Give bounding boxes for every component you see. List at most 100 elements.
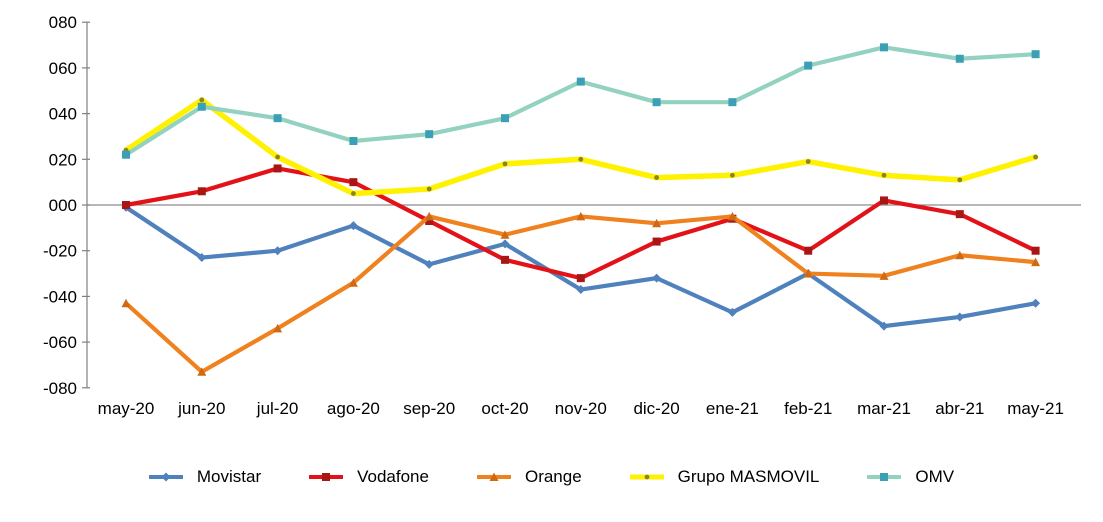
- data-point-marker: [122, 150, 130, 159]
- x-tick-label: feb-21: [784, 399, 832, 418]
- data-point-marker: [805, 159, 811, 164]
- data-point-marker: [576, 285, 586, 295]
- data-point-marker: [501, 114, 509, 123]
- data-point-marker: [955, 54, 964, 63]
- data-point-marker: [576, 274, 585, 283]
- legend-item-vodafone: Vodafone: [309, 468, 429, 485]
- data-point-marker: [654, 175, 659, 180]
- y-tick-label: -020: [43, 242, 77, 261]
- data-point-marker: [880, 196, 888, 205]
- legend-item-movistar: Movistar: [148, 467, 262, 486]
- legend-swatch-grupo-masmovil: [629, 474, 664, 479]
- data-point-marker: [273, 164, 282, 173]
- data-point-marker: [322, 472, 331, 481]
- data-point-marker: [652, 218, 662, 228]
- data-point-marker: [501, 255, 509, 264]
- x-tick-label: dic-20: [633, 399, 679, 418]
- data-point-marker: [500, 230, 510, 239]
- data-point-marker: [880, 472, 889, 481]
- x-tick-label: oct-20: [481, 399, 528, 418]
- data-point-marker: [1031, 50, 1040, 59]
- data-point-marker: [1033, 154, 1038, 160]
- data-point-marker: [1031, 246, 1040, 255]
- data-point-marker: [500, 239, 510, 249]
- y-tick-label: -060: [43, 333, 77, 352]
- legend-item-grupo-masmovil: Grupo MASMOVIL: [629, 467, 820, 486]
- data-point-marker: [955, 250, 965, 260]
- data-point-marker: [955, 210, 964, 219]
- y-tick-label: -080: [43, 379, 77, 398]
- data-point-marker: [197, 367, 207, 376]
- data-point-marker: [730, 172, 735, 178]
- series-line: [123, 166, 1038, 281]
- data-point-marker: [275, 154, 280, 160]
- data-point-marker: [804, 246, 813, 255]
- data-point-marker: [1031, 298, 1041, 308]
- x-tick-label: jul-20: [256, 399, 299, 418]
- x-tick-label: nov-20: [555, 399, 607, 418]
- x-tick-label: may-20: [98, 399, 155, 418]
- data-point-marker: [273, 323, 283, 333]
- series-omv: [122, 43, 1040, 159]
- data-point-marker: [424, 259, 434, 269]
- data-point-marker: [199, 97, 205, 103]
- y-tick-label: 060: [49, 59, 77, 78]
- data-point-marker: [197, 253, 207, 263]
- data-point-marker: [425, 216, 434, 225]
- data-point-marker: [273, 114, 282, 123]
- x-tick-label: sep-20: [403, 399, 455, 418]
- y-tick-label: 040: [49, 105, 77, 124]
- data-point-marker: [957, 177, 963, 183]
- data-point-marker: [652, 237, 661, 246]
- legend-swatch-orange: [476, 472, 511, 481]
- data-point-marker: [576, 211, 586, 221]
- series-vodafone: [122, 164, 1040, 283]
- data-point-marker: [652, 98, 661, 107]
- legend-label: Movistar: [196, 467, 262, 486]
- chart-legend: Movistar Vodafone Orange Grupo MASMOVIL OMV: [0, 468, 1103, 485]
- series-grupo-masmovil: [123, 97, 1039, 197]
- data-point-marker: [804, 61, 813, 70]
- series-line: [123, 214, 1038, 374]
- series-movistar: [121, 202, 1041, 331]
- data-point-marker: [880, 43, 888, 52]
- data-point-marker: [197, 102, 206, 111]
- data-point-marker: [879, 271, 889, 280]
- data-point-marker: [426, 186, 432, 192]
- legend-item-orange: Orange: [476, 468, 582, 485]
- legend-label: Grupo MASMOVIL: [677, 467, 820, 486]
- data-point-marker: [121, 298, 131, 308]
- data-point-marker: [425, 130, 434, 139]
- data-point-marker: [578, 156, 584, 162]
- series-line: [123, 205, 1038, 329]
- data-point-marker: [879, 321, 889, 331]
- legend-label: Vodafone: [357, 467, 429, 486]
- x-tick-label: abr-21: [935, 399, 984, 418]
- x-tick-label: ago-20: [327, 399, 380, 418]
- line-chart: 080 060 040 020 000 -020 -040 -060 -080 may-20 jun…: [43, 13, 1081, 418]
- legend-label: OMV: [915, 467, 955, 486]
- legend-swatch-omv: [867, 472, 902, 481]
- y-tick-label: 020: [49, 150, 77, 169]
- legend-swatch-vodafone: [309, 472, 344, 481]
- y-tick-label: 080: [49, 13, 77, 32]
- data-point-marker: [727, 211, 737, 221]
- x-tick-label: may-21: [1007, 399, 1064, 418]
- data-point-marker: [652, 273, 662, 283]
- data-point-marker: [1031, 257, 1041, 267]
- data-point-marker: [351, 191, 356, 196]
- data-point-marker: [955, 312, 965, 322]
- data-point-marker: [161, 472, 171, 481]
- data-point-marker: [122, 201, 130, 209]
- data-point-marker: [803, 269, 813, 278]
- data-point-marker: [197, 187, 206, 196]
- series-line: [123, 45, 1038, 157]
- data-point-marker: [644, 474, 650, 479]
- y-tick-label: -040: [43, 287, 77, 306]
- series-orange: [121, 211, 1041, 376]
- data-point-marker: [424, 211, 434, 221]
- data-point-marker: [881, 172, 887, 178]
- x-tick-label: jun-20: [177, 399, 225, 418]
- legend-item-omv: OMV: [867, 468, 954, 485]
